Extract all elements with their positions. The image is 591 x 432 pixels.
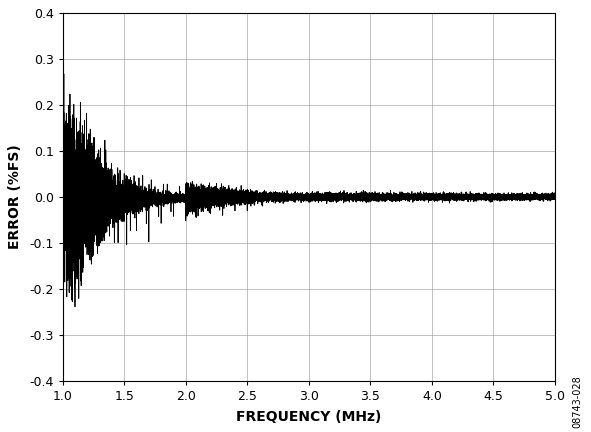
Text: 08743-028: 08743-028	[572, 375, 582, 428]
Y-axis label: ERROR (%FS): ERROR (%FS)	[8, 145, 22, 249]
X-axis label: FREQUENCY (MHz): FREQUENCY (MHz)	[236, 410, 382, 424]
